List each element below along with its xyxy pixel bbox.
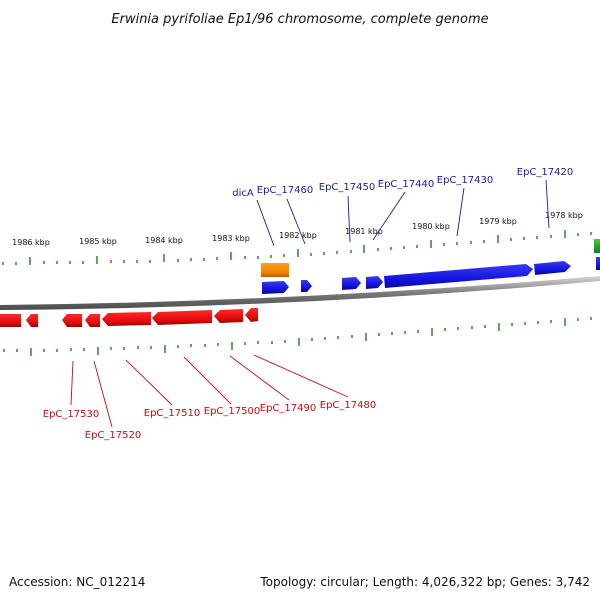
top-callouts <box>256 179 550 247</box>
gene-dica[interactable] <box>262 281 289 294</box>
gene-forward-edge[interactable] <box>596 257 600 270</box>
scale-label: 1983 kbp <box>212 234 250 243</box>
gene-epc-17440-a[interactable] <box>366 276 383 289</box>
gene-dica-highlight[interactable] <box>261 263 289 277</box>
gene-label-dica[interactable]: dicA <box>232 188 254 199</box>
gene-epc-17420[interactable] <box>534 261 571 275</box>
bottom-callouts <box>70 354 349 428</box>
scale-label: 1981 kbp <box>345 227 383 236</box>
scale-label: 1980 kbp <box>412 222 450 231</box>
gene-epc-17490[interactable] <box>214 309 243 323</box>
gene-epc-17520-b[interactable] <box>85 314 100 327</box>
topology-text: Topology: circular; Length: 4,026,322 bp… <box>259 575 590 589</box>
gene-label-epc-17500[interactable]: EpC_17500 <box>204 406 260 417</box>
scale-label: 1984 kbp <box>145 236 183 245</box>
scale-label: 1982 kbp <box>279 231 317 240</box>
gene-label-epc-17440[interactable]: EpC_17440 <box>378 179 434 190</box>
gene-label-epc-17430[interactable]: EpC_17430 <box>437 175 493 186</box>
gene-epc-17510[interactable] <box>102 312 151 326</box>
gene-epc-17530[interactable] <box>26 314 38 327</box>
gene-other-feature[interactable] <box>594 239 600 253</box>
gene-label-epc-17530[interactable]: EpC_17530 <box>43 409 99 420</box>
gene-label-epc-17460[interactable]: EpC_17460 <box>257 185 313 196</box>
gene-label-epc-17490[interactable]: EpC_17490 <box>260 403 316 414</box>
map-title: Erwinia pyrifoliae Ep1/96 chromosome, co… <box>111 12 488 27</box>
gene-label-epc-17450[interactable]: EpC_17450 <box>319 182 375 193</box>
gene-epc-17500[interactable] <box>152 310 212 325</box>
lower-tick-track <box>3 317 592 356</box>
gene-label-epc-17480[interactable]: EpC_17480 <box>320 400 376 411</box>
scale-label: 1985 kbp <box>79 237 117 246</box>
bottom-gene-labels: EpC_17530 EpC_17520 EpC_17510 EpC_17500 … <box>43 400 376 441</box>
gene-epc-17440-b[interactable] <box>384 264 533 288</box>
upper-tick-track <box>2 230 592 265</box>
accession-text: Accession: NC_012214 <box>9 575 145 589</box>
gene-epc-17520-a[interactable] <box>62 314 82 327</box>
gene-reverse-edge[interactable] <box>0 314 21 327</box>
scale-label: 1979 kbp <box>479 217 517 226</box>
chromosome-backbone <box>0 276 600 310</box>
reverse-strand-genes <box>0 308 258 327</box>
gene-label-epc-17420[interactable]: EpC_17420 <box>517 167 573 178</box>
gene-epc-17450[interactable] <box>342 277 361 290</box>
top-gene-labels: dicA EpC_17460 EpC_17450 EpC_17440 EpC_1… <box>232 167 573 199</box>
scale-label: 1986 kbp <box>12 238 50 247</box>
gene-label-epc-17510[interactable]: EpC_17510 <box>144 408 200 419</box>
forward-strand-genes <box>262 257 600 294</box>
gene-epc-17480[interactable] <box>245 308 258 322</box>
scale-labels: 1986 kbp 1985 kbp 1984 kbp 1983 kbp 1982… <box>12 211 583 247</box>
gene-epc-17460[interactable] <box>301 280 312 292</box>
scale-label: 1978 kbp <box>545 211 583 220</box>
gene-label-epc-17520[interactable]: EpC_17520 <box>85 430 141 441</box>
